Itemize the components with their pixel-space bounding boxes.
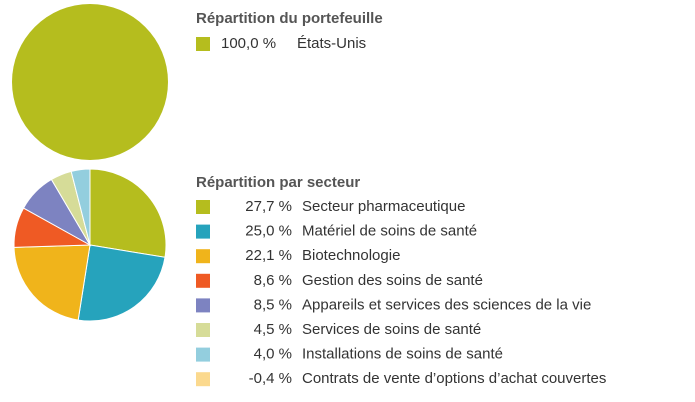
pie-slice [12, 4, 168, 160]
legend-title: Répartition par secteur [196, 174, 360, 191]
legend-label: Matériel de soins de santé [302, 223, 477, 240]
legend-swatch [196, 200, 210, 214]
legend-swatch [196, 347, 210, 362]
legend-label: Services de soins de santé [302, 321, 481, 338]
legend-swatch [196, 249, 210, 264]
pie-slice [89, 168, 167, 258]
value-label: 25,0 % [245, 223, 292, 240]
value-label: 22,1 % [245, 247, 292, 264]
legend-swatch [196, 273, 210, 288]
value-label: 8,6 % [254, 272, 292, 289]
legend-label: Installations de soins de santé [302, 346, 503, 363]
legend-label: Gestion des soins de santé [302, 272, 483, 289]
legend-swatch [196, 323, 210, 337]
legend-label: États-Unis [297, 35, 366, 52]
value-label: 100,0 % [221, 35, 276, 52]
legend-swatch [196, 372, 210, 387]
legend-label: Secteur pharmaceutique [302, 198, 465, 215]
value-label: -0,4 % [249, 370, 292, 387]
value-label: 27,7 % [245, 198, 292, 215]
pie-slice [13, 244, 91, 321]
legend-swatch [196, 298, 210, 313]
value-label: 8,5 % [254, 296, 292, 313]
legend-swatch [196, 37, 210, 51]
pie-slice [77, 244, 166, 322]
legend-label: Contrats de vente d’options d’achat couv… [302, 370, 606, 387]
legend-label: Appareils et services des sciences de la… [302, 296, 591, 313]
legend-swatch [196, 224, 210, 239]
legend-label: Biotechnologie [302, 247, 400, 264]
legend-title: Répartition du portefeuille [196, 10, 383, 27]
value-label: 4,5 % [254, 321, 292, 338]
value-label: 4,0 % [254, 346, 292, 363]
